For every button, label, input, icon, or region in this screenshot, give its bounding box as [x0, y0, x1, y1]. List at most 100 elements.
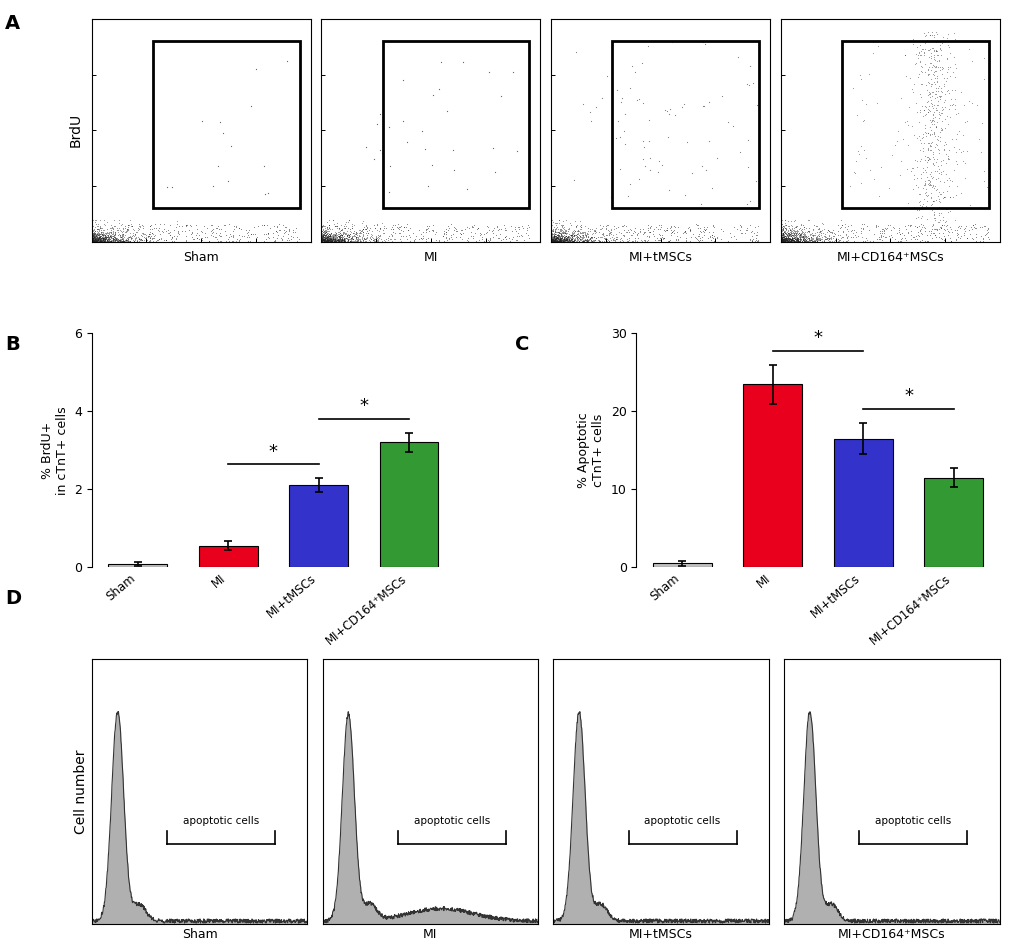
Point: [967, 221, 983, 236]
Point: [783, 226, 799, 241]
Point: [177, 232, 194, 247]
Point: [933, 84, 950, 99]
Point: [96, 226, 112, 241]
Point: [565, 234, 581, 249]
Point: [887, 234, 903, 249]
Point: [659, 129, 676, 144]
Point: [611, 234, 628, 249]
Point: [340, 229, 357, 244]
Point: [348, 232, 365, 247]
Point: [543, 233, 559, 248]
Point: [86, 231, 102, 246]
Point: [117, 233, 133, 248]
Point: [786, 212, 802, 227]
Point: [928, 47, 945, 62]
Point: [330, 233, 346, 248]
Point: [111, 233, 127, 248]
Point: [919, 94, 935, 109]
Point: [917, 234, 933, 249]
Point: [785, 234, 801, 249]
Point: [856, 234, 872, 249]
Point: [774, 224, 791, 240]
Point: [341, 226, 358, 241]
Point: [776, 227, 793, 242]
Point: [545, 234, 561, 249]
Point: [718, 114, 735, 129]
Point: [598, 231, 614, 246]
Point: [979, 231, 996, 246]
Point: [558, 229, 575, 244]
Point: [89, 234, 105, 249]
Point: [88, 232, 104, 247]
Point: [921, 151, 937, 166]
Point: [320, 232, 336, 247]
Point: [645, 226, 661, 241]
Point: [227, 219, 244, 234]
Point: [211, 227, 227, 242]
Point: [779, 230, 795, 245]
Point: [319, 215, 335, 230]
Point: [282, 228, 299, 243]
Point: [553, 223, 570, 238]
Point: [839, 223, 855, 239]
Point: [629, 225, 645, 240]
Point: [86, 224, 102, 240]
Point: [553, 233, 570, 248]
Point: [424, 223, 440, 239]
Point: [545, 228, 561, 243]
Point: [547, 221, 564, 236]
Point: [858, 151, 874, 166]
Point: [921, 139, 937, 154]
Point: [800, 221, 816, 236]
Point: [916, 64, 932, 79]
Point: [605, 234, 622, 249]
Point: [338, 227, 355, 242]
Point: [774, 234, 791, 249]
Point: [336, 226, 353, 241]
Point: [314, 228, 330, 243]
Point: [786, 231, 802, 246]
Point: [90, 224, 106, 240]
Point: [548, 234, 565, 249]
Point: [803, 234, 819, 249]
Point: [772, 234, 789, 249]
Point: [96, 212, 112, 227]
Point: [555, 232, 572, 247]
Point: [101, 232, 117, 247]
Point: [564, 232, 580, 247]
Point: [342, 234, 359, 249]
Point: [336, 233, 353, 248]
Point: [548, 233, 565, 248]
Point: [662, 225, 679, 240]
Point: [773, 233, 790, 248]
Point: [88, 228, 104, 243]
Point: [87, 233, 103, 248]
Point: [602, 222, 619, 237]
Point: [674, 99, 690, 114]
Point: [243, 226, 259, 241]
Point: [550, 234, 567, 249]
Point: [566, 224, 582, 240]
Point: [148, 234, 164, 249]
Point: [775, 230, 792, 245]
Point: [938, 59, 955, 74]
Point: [775, 227, 792, 242]
Point: [359, 220, 375, 235]
Point: [961, 226, 977, 241]
Point: [213, 222, 229, 237]
Point: [314, 233, 330, 248]
Point: [546, 223, 562, 239]
Point: [787, 218, 803, 233]
Point: [578, 231, 594, 246]
Point: [941, 234, 957, 249]
Point: [105, 231, 121, 246]
Point: [643, 219, 659, 234]
Point: [318, 220, 334, 235]
Point: [84, 223, 100, 239]
Point: [687, 230, 703, 245]
Point: [136, 226, 152, 241]
Point: [146, 220, 162, 235]
Point: [951, 221, 967, 236]
Point: [549, 227, 566, 242]
Point: [791, 234, 807, 249]
